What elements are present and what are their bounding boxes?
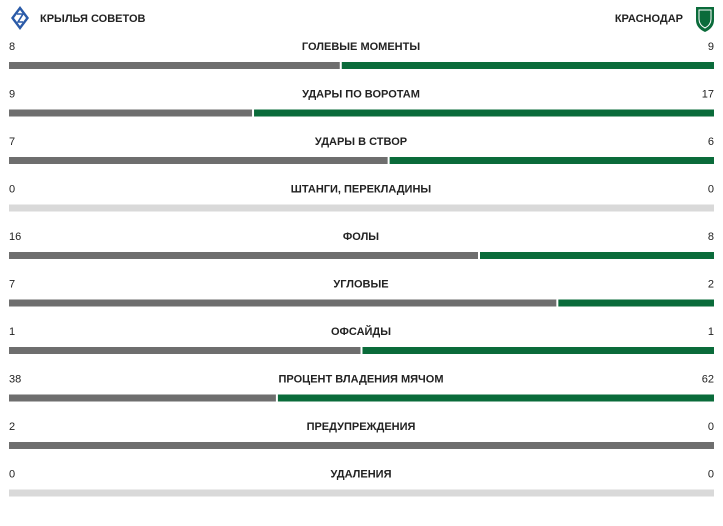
away-bar xyxy=(389,157,714,164)
home-value: 7 xyxy=(9,136,15,148)
away-value: 8 xyxy=(708,231,714,243)
empty-bar xyxy=(9,204,714,212)
away-bar xyxy=(362,347,714,354)
away-value: 2 xyxy=(708,278,714,290)
away-logo xyxy=(696,7,714,32)
stat-label: УДАЛЕНИЯ xyxy=(330,468,391,480)
stat-label: ПРЕДУПРЕЖДЕНИЯ xyxy=(307,421,416,433)
home-value: 38 xyxy=(9,373,21,385)
home-bar xyxy=(9,442,714,449)
away-bar xyxy=(558,299,714,307)
stat-label: УДАРЫ ПО ВОРОТАМ xyxy=(302,88,420,100)
away-team: КРАСНОДАР xyxy=(615,13,683,25)
away-value: 9 xyxy=(708,41,714,53)
empty-bar xyxy=(9,489,714,497)
stat-label: УГЛОВЫЕ xyxy=(333,278,388,290)
stat-label: ФОЛЫ xyxy=(343,231,379,243)
stat-label: ШТАНГИ, ПЕРЕКЛАДИНЫ xyxy=(291,183,432,195)
away-bar xyxy=(277,394,714,402)
away-value: 17 xyxy=(702,88,714,100)
home-logo xyxy=(11,6,29,30)
home-bar xyxy=(9,109,253,117)
home-value: 2 xyxy=(9,421,15,433)
home-bar xyxy=(9,252,478,259)
away-value: 0 xyxy=(708,183,714,195)
away-value: 0 xyxy=(708,421,714,433)
home-value: 0 xyxy=(9,468,15,480)
home-bar xyxy=(9,347,361,354)
home-bar xyxy=(9,394,276,402)
home-bar xyxy=(9,62,340,69)
away-value: 62 xyxy=(702,373,714,385)
away-bar xyxy=(480,252,714,259)
stat-label: УДАРЫ В СТВОР xyxy=(315,136,407,148)
stat-label: ПРОЦЕНТ ВЛАДЕНИЯ МЯЧОМ xyxy=(279,373,444,385)
away-value: 1 xyxy=(708,326,714,338)
home-value: 8 xyxy=(9,41,15,53)
away-bar xyxy=(341,62,714,69)
home-value: 0 xyxy=(9,183,15,195)
home-value: 9 xyxy=(9,88,15,100)
home-value: 7 xyxy=(9,278,15,290)
stat-label: ОФСАЙДЫ xyxy=(331,325,391,338)
home-value: 16 xyxy=(9,231,21,243)
away-value: 6 xyxy=(708,136,714,148)
home-value: 1 xyxy=(9,326,15,338)
home-bar xyxy=(9,157,388,164)
away-value: 0 xyxy=(708,468,714,480)
home-bar xyxy=(9,299,557,307)
stat-label: ГОЛЕВЫЕ МОМЕНТЫ xyxy=(302,41,420,53)
home-team: КРЫЛЬЯ СОВЕТОВ xyxy=(40,13,145,25)
away-bar xyxy=(254,109,715,117)
